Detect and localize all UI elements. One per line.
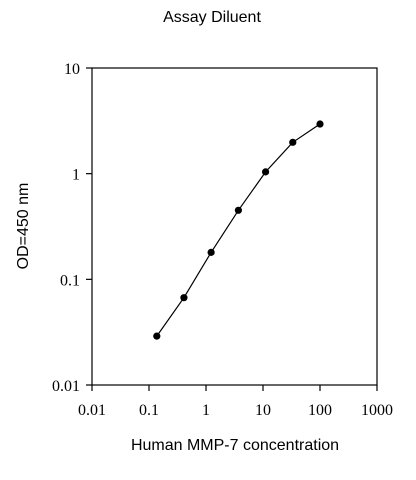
y-axis: 0.01 0.1 1 10 bbox=[52, 61, 92, 395]
x-axis: 0.01 0.1 1 10 100 1000 bbox=[78, 385, 393, 419]
data-point bbox=[180, 294, 188, 302]
data-points bbox=[153, 120, 324, 340]
data-point bbox=[261, 168, 270, 176]
data-point bbox=[234, 206, 242, 214]
y-tick-label: 1 bbox=[72, 167, 80, 184]
x-tick-label: 1 bbox=[202, 402, 210, 419]
y-tick-label: 0.1 bbox=[60, 272, 80, 289]
data-point bbox=[153, 332, 161, 340]
x-tick-label: 1000 bbox=[361, 402, 393, 419]
data-point bbox=[207, 248, 215, 256]
data-point bbox=[289, 138, 297, 146]
data-point bbox=[316, 120, 324, 128]
x-axis-label: Human MMP-7 concentration bbox=[131, 437, 339, 454]
y-tick-label: 10 bbox=[64, 61, 80, 78]
series-line bbox=[156, 123, 321, 337]
x-tick-label: 100 bbox=[308, 402, 332, 419]
x-tick-label: 10 bbox=[255, 402, 271, 419]
x-tick-label: 0.1 bbox=[139, 402, 159, 419]
plot-frame bbox=[91, 67, 378, 386]
y-tick-label: 0.01 bbox=[52, 378, 80, 395]
chart-title: Assay Diluent bbox=[163, 9, 261, 26]
y-axis-label: OD=450 nm bbox=[15, 183, 32, 270]
x-tick-label: 0.01 bbox=[78, 402, 106, 419]
